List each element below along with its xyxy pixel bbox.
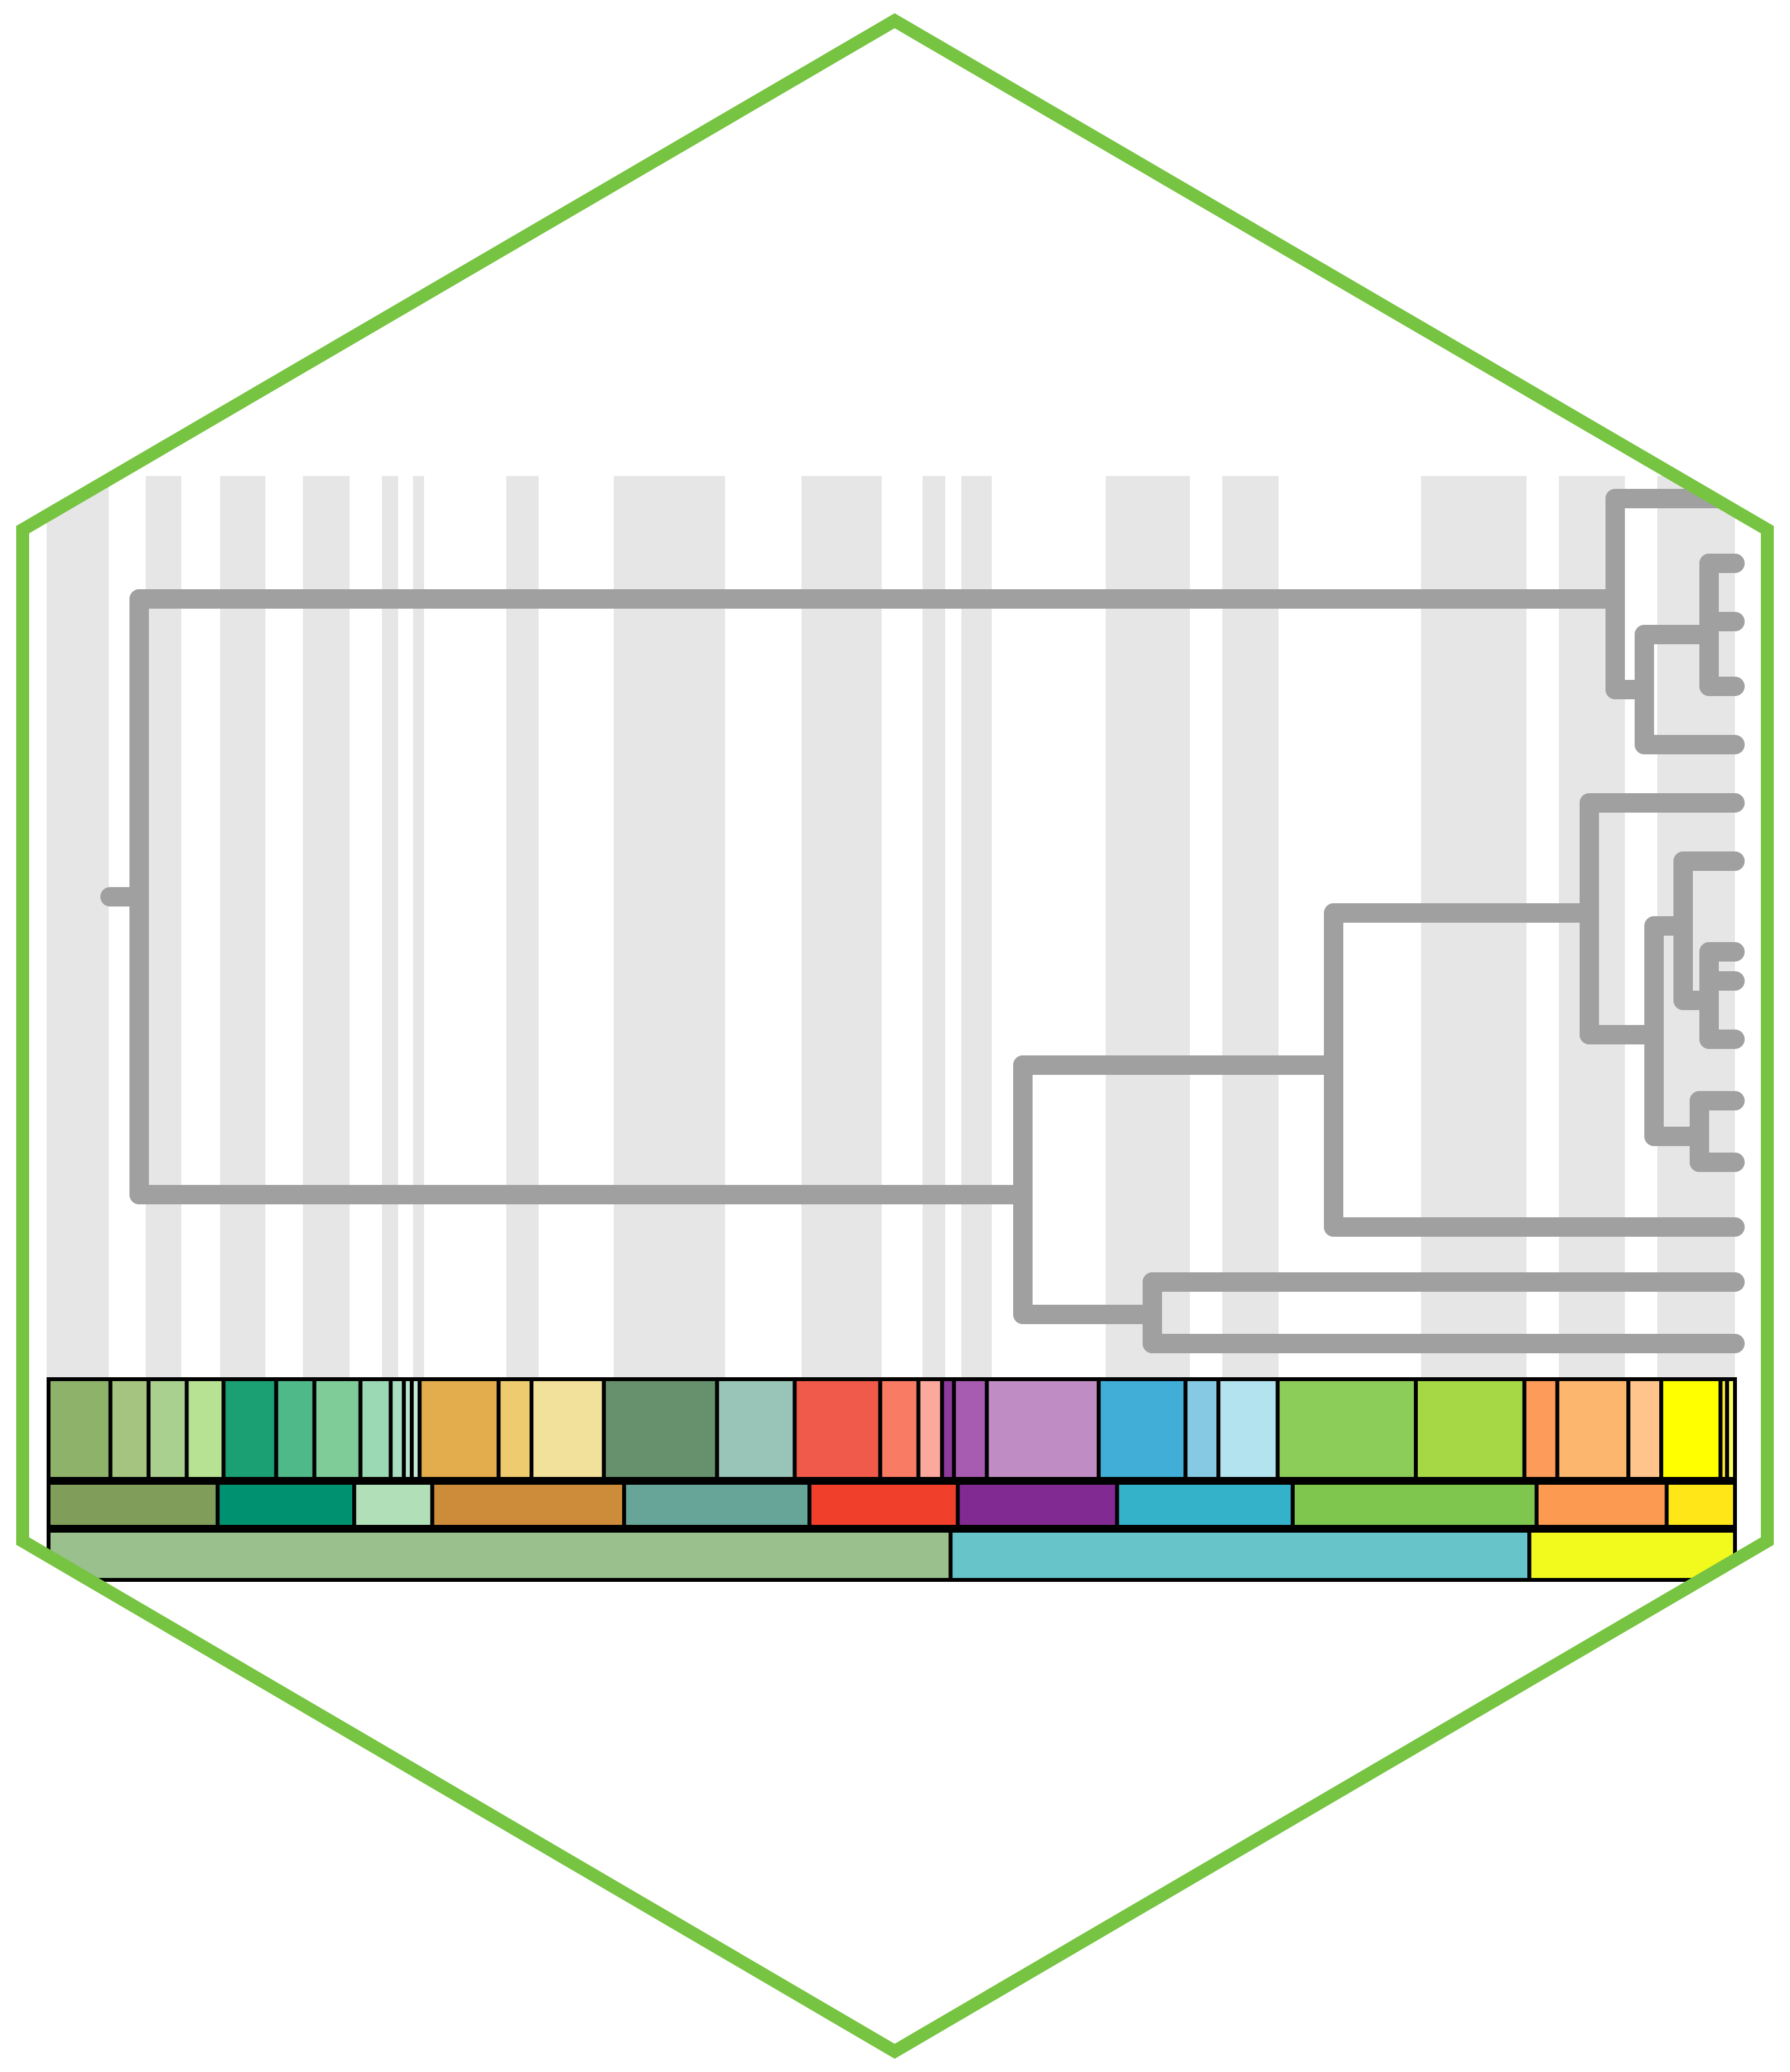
timescale-cell [1664, 1481, 1738, 1529]
time-band [614, 476, 725, 1382]
time-band [303, 476, 350, 1382]
timescale-cell [1275, 1377, 1418, 1481]
timescale-cell [1183, 1377, 1221, 1481]
timescale-cell [1522, 1377, 1560, 1481]
time-bands [47, 476, 1735, 1382]
time-band [1106, 476, 1190, 1382]
timescale-cell [418, 1377, 501, 1481]
timescale-cell [108, 1377, 151, 1481]
timescale-cell [47, 1529, 953, 1582]
timescale-cell [358, 1377, 393, 1481]
timescale-cell [430, 1481, 627, 1529]
timescale-cell [1115, 1481, 1295, 1529]
timescale-cell [1527, 1529, 1737, 1582]
timescale-cell [878, 1377, 921, 1481]
timescale-cell [1290, 1481, 1539, 1529]
timescale-cell [1725, 1377, 1738, 1481]
timescale-cell [1626, 1377, 1664, 1481]
time-band [801, 476, 882, 1382]
timescale-cell [312, 1377, 363, 1481]
timescale-cell [807, 1481, 960, 1529]
timescale-cell [916, 1377, 945, 1481]
timescale-cell [185, 1377, 226, 1481]
timescale-cell [497, 1377, 534, 1481]
timescale-cell [956, 1481, 1119, 1529]
timescale-cell [47, 1481, 220, 1529]
timescale-cell [216, 1481, 357, 1529]
time-band [382, 476, 398, 1382]
timescale-cell [601, 1377, 719, 1481]
timescale-cell [1216, 1377, 1280, 1481]
timescale-cell [1659, 1377, 1723, 1481]
timescale-cell [352, 1481, 434, 1529]
timescale-cell [948, 1529, 1532, 1582]
timescale-cell [622, 1481, 812, 1529]
timescale-cell [985, 1377, 1101, 1481]
timescale-cell [1414, 1377, 1527, 1481]
time-band [1222, 476, 1279, 1382]
time-band [220, 476, 265, 1382]
timescale-cell [530, 1377, 606, 1481]
timescale-cell [792, 1377, 882, 1481]
timescale-cell [221, 1377, 278, 1481]
timescale-cell [388, 1377, 406, 1481]
timescale-cell [146, 1377, 189, 1481]
time-band [1421, 476, 1527, 1382]
timescale-cell [1097, 1377, 1188, 1481]
timescale-cell [274, 1377, 317, 1481]
hexagon-border [16, 13, 1774, 2059]
timescale-cell [1534, 1481, 1669, 1529]
timescale-cell [1555, 1377, 1631, 1481]
time-band [413, 476, 424, 1382]
timescale-cell [47, 1377, 113, 1481]
time-band [146, 476, 181, 1382]
phylogenetic-tree-icon [100, 489, 1745, 1353]
time-band [923, 476, 945, 1382]
time-band [506, 476, 539, 1382]
timescale-cell [715, 1377, 797, 1481]
timescale-cell [952, 1377, 989, 1481]
geologic-timescale-icon [47, 1377, 1738, 1582]
time-band [961, 476, 992, 1382]
time-band [47, 476, 109, 1382]
